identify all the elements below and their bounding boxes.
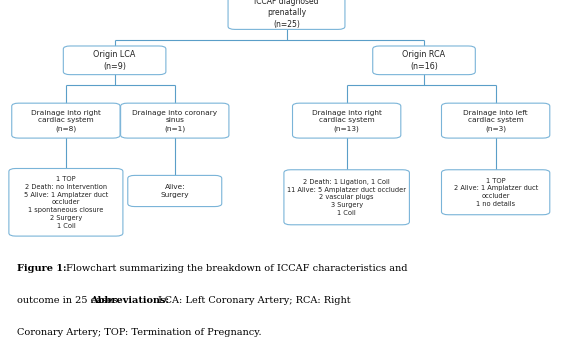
Text: Origin LCA
(n=9): Origin LCA (n=9) [93,50,136,70]
FancyBboxPatch shape [292,103,401,138]
FancyBboxPatch shape [441,170,550,215]
FancyBboxPatch shape [120,103,229,138]
Text: Drainage into right
cardiac system
(n=8): Drainage into right cardiac system (n=8) [31,109,101,132]
FancyBboxPatch shape [284,170,409,225]
FancyBboxPatch shape [372,46,475,75]
FancyBboxPatch shape [441,103,550,138]
Text: Drainage into coronary
sinus
(n=1): Drainage into coronary sinus (n=1) [132,109,217,132]
FancyBboxPatch shape [228,0,345,29]
Text: Drainage into left
cardiac system
(n=3): Drainage into left cardiac system (n=3) [464,109,528,132]
Text: 1 TOP
2 Alive: 1 Amplatzer duct
occluder
1 no details: 1 TOP 2 Alive: 1 Amplatzer duct occluder… [453,178,538,207]
Text: Coronary Artery; TOP: Termination of Pregnancy.: Coronary Artery; TOP: Termination of Pre… [17,328,262,337]
Text: LCA: Left Coronary Artery; RCA: Right: LCA: Left Coronary Artery; RCA: Right [158,296,350,305]
Text: Alive:
Surgery: Alive: Surgery [160,184,189,198]
Text: Figure 1:: Figure 1: [17,264,66,273]
FancyBboxPatch shape [9,168,123,236]
Text: Abbreviations:: Abbreviations: [91,296,170,305]
Text: ICCAF diagnosed
prenatally
(n=25): ICCAF diagnosed prenatally (n=25) [254,0,319,28]
Text: 2 Death: 1 Ligation, 1 Coil
11 Alive: 5 Amplatzer duct occluder
2 vascular plugs: 2 Death: 1 Ligation, 1 Coil 11 Alive: 5 … [287,179,406,216]
Text: Flowchart summarizing the breakdown of ICCAF characteristics and: Flowchart summarizing the breakdown of I… [66,264,407,273]
FancyBboxPatch shape [64,46,166,75]
Text: Origin RCA
(n=16): Origin RCA (n=16) [402,50,446,70]
Text: Drainage into right
cardiac system
(n=13): Drainage into right cardiac system (n=13… [312,109,382,132]
Text: outcome in 25 cases.: outcome in 25 cases. [17,296,124,305]
FancyBboxPatch shape [11,103,120,138]
FancyBboxPatch shape [128,176,222,206]
Text: 1 TOP
2 Death: no Intervention
5 Alive: 1 Amplatzer duct
occluder
1 spontaneous : 1 TOP 2 Death: no Intervention 5 Alive: … [23,176,108,229]
